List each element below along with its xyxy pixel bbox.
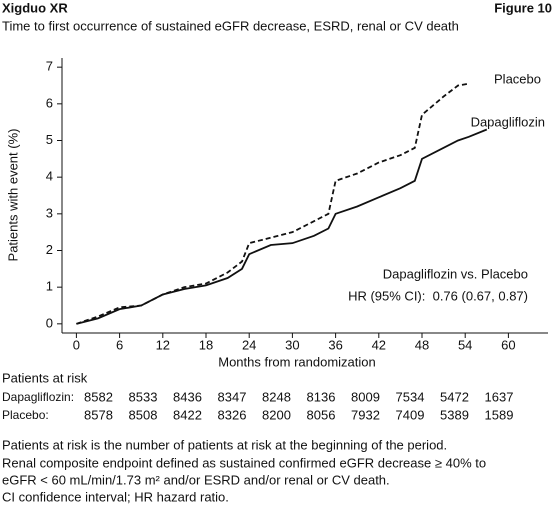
chart-title: Time to first occurrence of sustained eG… <box>2 18 459 33</box>
x-tick-label: 24 <box>242 337 256 352</box>
footnote: eGFR < 60 mL/min/1.73 m² and/or ESRD and… <box>2 472 390 487</box>
risk-count: 8533 <box>129 389 158 404</box>
risk-count: 7534 <box>396 389 425 404</box>
footnote: Renal composite endpoint defined as sust… <box>2 455 486 470</box>
risk-row-label: Placebo: <box>2 408 49 422</box>
y-tick-label: 4 <box>46 169 53 184</box>
figure-label: Figure 10 <box>494 0 552 15</box>
x-tick-label: 30 <box>285 337 299 352</box>
y-tick-label: 2 <box>46 242 53 257</box>
y-tick-label: 3 <box>46 205 53 220</box>
risk-count: 8248 <box>262 389 291 404</box>
risk-count: 8436 <box>173 389 202 404</box>
footnote: CI confidence interval; HR hazard ratio. <box>2 489 229 504</box>
risk-count: 5472 <box>440 389 469 404</box>
x-axis-label: Months from randomization <box>218 354 376 369</box>
x-tick-label: 6 <box>116 337 123 352</box>
risk-row-label: Dapagliflozin: <box>2 390 74 404</box>
x-tick-label: 54 <box>458 337 472 352</box>
risk-count: 1637 <box>485 389 514 404</box>
y-tick-label: 0 <box>46 315 53 330</box>
risk-count: 8422 <box>173 407 202 422</box>
x-tick-label: 48 <box>415 337 429 352</box>
risk-count: 8582 <box>84 389 113 404</box>
risk-count: 8009 <box>351 389 380 404</box>
legend-label: Placebo <box>494 71 541 86</box>
risk-count: 7932 <box>351 407 380 422</box>
y-axis-label: Patients with event (%) <box>5 129 20 262</box>
risk-count: 8508 <box>129 407 158 422</box>
annotation: HR (95% CI): 0.76 (0.67, 0.87) <box>348 288 528 303</box>
legend-label: Dapagliflozin <box>471 114 545 129</box>
risk-count: 8578 <box>84 407 113 422</box>
y-tick-label: 5 <box>46 132 53 147</box>
risk-count: 7409 <box>396 407 425 422</box>
x-tick-label: 42 <box>372 337 386 352</box>
risk-table-title: Patients at risk <box>2 370 88 385</box>
risk-count: 8136 <box>307 389 336 404</box>
series-line <box>76 128 488 325</box>
risk-count: 8200 <box>262 407 291 422</box>
x-tick-label: 12 <box>156 337 170 352</box>
footnote: Patients at risk is the number of patien… <box>2 437 447 452</box>
risk-count: 1589 <box>485 407 514 422</box>
risk-count: 8347 <box>218 389 247 404</box>
risk-count: 8056 <box>307 407 336 422</box>
x-tick-label: 60 <box>501 337 515 352</box>
x-tick-label: 0 <box>73 337 80 352</box>
annotation: Dapagliflozin vs. Placebo <box>383 266 528 281</box>
x-tick-label: 18 <box>199 337 213 352</box>
risk-count: 8326 <box>218 407 247 422</box>
y-tick-label: 1 <box>46 279 53 294</box>
x-tick-label: 36 <box>328 337 342 352</box>
y-tick-label: 7 <box>46 59 53 74</box>
risk-count: 5389 <box>440 407 469 422</box>
header-title: Xigduo XR <box>2 0 68 15</box>
y-tick-label: 6 <box>46 95 53 110</box>
